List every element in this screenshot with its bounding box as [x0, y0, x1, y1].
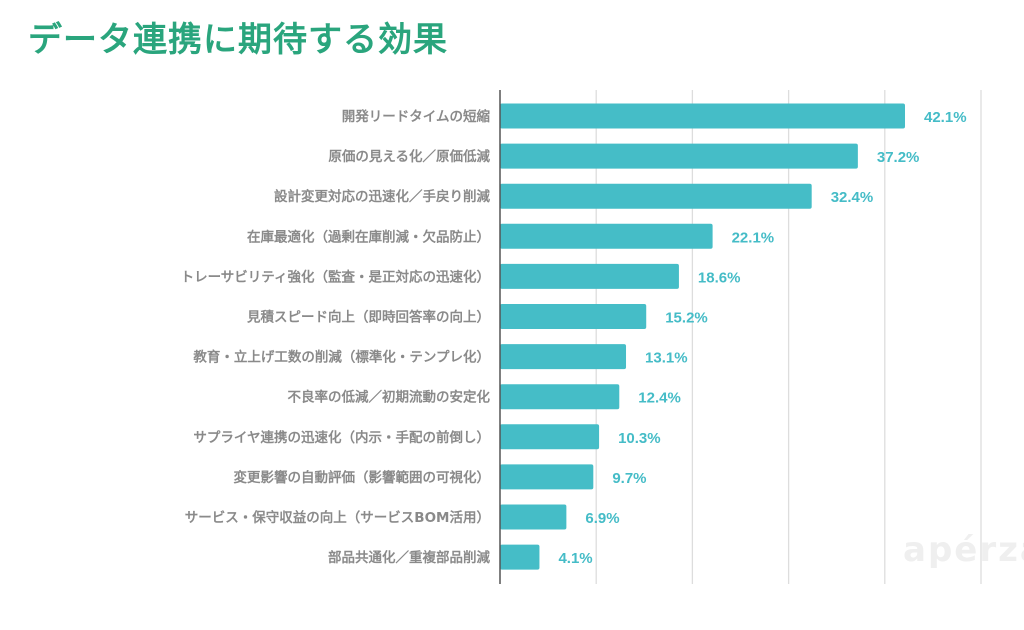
category-label: 見積スピード向上（即時回答率の向上）	[246, 309, 490, 326]
bar	[500, 384, 620, 410]
category-label: サプライヤ連携の迅速化（内示・手配の前倒し）	[193, 429, 490, 446]
category-label: 不良率の低減／初期流動の安定化	[288, 389, 491, 406]
bar	[500, 143, 858, 169]
value-label: 32.4%	[831, 189, 874, 206]
bar	[500, 504, 567, 530]
value-label: 10.3%	[618, 430, 661, 447]
bar	[500, 344, 627, 370]
value-label: 18.6%	[698, 269, 741, 286]
category-label: 原価の見える化／原価低減	[328, 148, 490, 165]
bar	[500, 223, 713, 249]
bar	[500, 183, 812, 209]
category-label: 在庫最適化（過剰在庫削減・欠品防止）	[247, 228, 490, 245]
watermark-logo: apérza	[903, 530, 1024, 570]
value-label: 4.1%	[558, 550, 592, 567]
bar	[500, 103, 906, 129]
value-label: 15.2%	[665, 310, 708, 327]
category-label: トレーサビリティ強化（監査・是正対応の迅速化）	[181, 268, 490, 285]
value-label: 37.2%	[877, 149, 920, 166]
value-label: 12.4%	[638, 390, 681, 407]
value-label: 22.1%	[732, 229, 775, 246]
value-label: 42.1%	[924, 109, 967, 126]
category-label: 開発リードタイムの短縮	[342, 108, 491, 125]
value-label: 9.7%	[612, 470, 646, 487]
bar	[500, 304, 647, 329]
category-label: サービス・保守収益の向上（サービスBOM活用）	[185, 509, 490, 526]
bar	[500, 424, 600, 450]
bar	[500, 263, 679, 289]
bar	[500, 544, 540, 570]
category-label: 設計変更対応の迅速化／手戻り削減	[274, 188, 490, 205]
value-label: 13.1%	[645, 350, 688, 367]
chart-title: データ連携に期待する効果	[28, 20, 448, 60]
bar	[500, 464, 594, 490]
value-label: 6.9%	[585, 510, 619, 527]
category-label: 教育・立上げ工数の削減（標準化・テンプレ化）	[193, 349, 490, 366]
category-label: 変更影響の自動評価（影響範囲の可視化）	[234, 469, 491, 486]
category-label: 部品共通化／重複部品削減	[328, 549, 490, 566]
